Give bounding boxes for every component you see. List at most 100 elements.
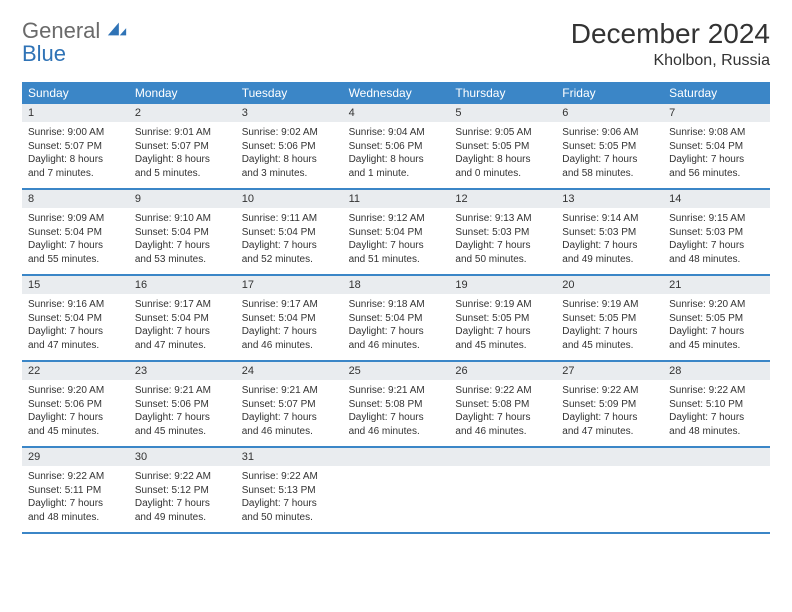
daylight-line2: and 50 minutes. — [242, 511, 337, 525]
sunrise: Sunrise: 9:21 AM — [349, 384, 444, 398]
day-body: Sunrise: 9:06 AMSunset: 5:05 PMDaylight:… — [556, 122, 663, 188]
day-number: 19 — [449, 276, 556, 294]
day-cell: 27Sunrise: 9:22 AMSunset: 5:09 PMDayligh… — [556, 362, 663, 446]
day-number: 3 — [236, 104, 343, 122]
day-cell: 14Sunrise: 9:15 AMSunset: 5:03 PMDayligh… — [663, 190, 770, 274]
day-number: 5 — [449, 104, 556, 122]
sunrise: Sunrise: 9:01 AM — [135, 126, 230, 140]
daylight-line1: Daylight: 8 hours — [135, 153, 230, 167]
daylight-line2: and 45 minutes. — [669, 339, 764, 353]
day-cell: 26Sunrise: 9:22 AMSunset: 5:08 PMDayligh… — [449, 362, 556, 446]
daylight-line1: Daylight: 7 hours — [669, 411, 764, 425]
day-body: Sunrise: 9:15 AMSunset: 5:03 PMDaylight:… — [663, 208, 770, 274]
day-body: Sunrise: 9:19 AMSunset: 5:05 PMDaylight:… — [556, 294, 663, 360]
page-header: General Blue December 2024 Kholbon, Russ… — [22, 18, 770, 70]
sunset: Sunset: 5:12 PM — [135, 484, 230, 498]
day-number: 18 — [343, 276, 450, 294]
day-number: 6 — [556, 104, 663, 122]
dow-fri: Friday — [556, 82, 663, 104]
sunset: Sunset: 5:07 PM — [135, 140, 230, 154]
day-body: Sunrise: 9:21 AMSunset: 5:08 PMDaylight:… — [343, 380, 450, 446]
dow-tue: Tuesday — [236, 82, 343, 104]
daylight-line2: and 47 minutes. — [135, 339, 230, 353]
sunset: Sunset: 5:03 PM — [562, 226, 657, 240]
day-number: 15 — [22, 276, 129, 294]
sunrise: Sunrise: 9:18 AM — [349, 298, 444, 312]
day-body: Sunrise: 9:14 AMSunset: 5:03 PMDaylight:… — [556, 208, 663, 274]
day-cell: 18Sunrise: 9:18 AMSunset: 5:04 PMDayligh… — [343, 276, 450, 360]
week-row: 22Sunrise: 9:20 AMSunset: 5:06 PMDayligh… — [22, 362, 770, 448]
day-body — [449, 466, 556, 514]
day-body: Sunrise: 9:22 AMSunset: 5:13 PMDaylight:… — [236, 466, 343, 532]
daylight-line1: Daylight: 8 hours — [455, 153, 550, 167]
day-cell: 15Sunrise: 9:16 AMSunset: 5:04 PMDayligh… — [22, 276, 129, 360]
sunset: Sunset: 5:10 PM — [669, 398, 764, 412]
day-cell — [449, 448, 556, 532]
dow-mon: Monday — [129, 82, 236, 104]
daylight-line2: and 58 minutes. — [562, 167, 657, 181]
daylight-line1: Daylight: 7 hours — [562, 411, 657, 425]
sunset: Sunset: 5:13 PM — [242, 484, 337, 498]
sunrise: Sunrise: 9:10 AM — [135, 212, 230, 226]
day-cell — [556, 448, 663, 532]
sunrise: Sunrise: 9:21 AM — [242, 384, 337, 398]
day-body: Sunrise: 9:20 AMSunset: 5:06 PMDaylight:… — [22, 380, 129, 446]
daylight-line1: Daylight: 7 hours — [455, 239, 550, 253]
day-number: 26 — [449, 362, 556, 380]
day-number: 2 — [129, 104, 236, 122]
day-body: Sunrise: 9:19 AMSunset: 5:05 PMDaylight:… — [449, 294, 556, 360]
sunrise: Sunrise: 9:19 AM — [562, 298, 657, 312]
day-number: 29 — [22, 448, 129, 466]
sunset: Sunset: 5:06 PM — [135, 398, 230, 412]
day-cell: 22Sunrise: 9:20 AMSunset: 5:06 PMDayligh… — [22, 362, 129, 446]
week-row: 15Sunrise: 9:16 AMSunset: 5:04 PMDayligh… — [22, 276, 770, 362]
daylight-line1: Daylight: 8 hours — [28, 153, 123, 167]
sunrise: Sunrise: 9:12 AM — [349, 212, 444, 226]
sunset: Sunset: 5:05 PM — [669, 312, 764, 326]
day-body: Sunrise: 9:01 AMSunset: 5:07 PMDaylight:… — [129, 122, 236, 188]
day-number: 16 — [129, 276, 236, 294]
day-number: 10 — [236, 190, 343, 208]
sunset: Sunset: 5:06 PM — [28, 398, 123, 412]
daylight-line1: Daylight: 7 hours — [669, 325, 764, 339]
daylight-line2: and 51 minutes. — [349, 253, 444, 267]
daylight-line1: Daylight: 7 hours — [669, 239, 764, 253]
sunrise: Sunrise: 9:00 AM — [28, 126, 123, 140]
day-cell: 2Sunrise: 9:01 AMSunset: 5:07 PMDaylight… — [129, 104, 236, 188]
day-body: Sunrise: 9:10 AMSunset: 5:04 PMDaylight:… — [129, 208, 236, 274]
daylight-line2: and 0 minutes. — [455, 167, 550, 181]
daylight-line2: and 46 minutes. — [349, 339, 444, 353]
sunset: Sunset: 5:11 PM — [28, 484, 123, 498]
sunrise: Sunrise: 9:06 AM — [562, 126, 657, 140]
sunset: Sunset: 5:08 PM — [349, 398, 444, 412]
day-cell: 6Sunrise: 9:06 AMSunset: 5:05 PMDaylight… — [556, 104, 663, 188]
day-body: Sunrise: 9:04 AMSunset: 5:06 PMDaylight:… — [343, 122, 450, 188]
day-body: Sunrise: 9:22 AMSunset: 5:10 PMDaylight:… — [663, 380, 770, 446]
sunset: Sunset: 5:04 PM — [349, 226, 444, 240]
sunset: Sunset: 5:03 PM — [455, 226, 550, 240]
day-number: 7 — [663, 104, 770, 122]
logo-word2: Blue — [22, 41, 66, 66]
sunrise: Sunrise: 9:14 AM — [562, 212, 657, 226]
daylight-line1: Daylight: 7 hours — [455, 411, 550, 425]
day-number: 4 — [343, 104, 450, 122]
day-cell — [663, 448, 770, 532]
dow-row: Sunday Monday Tuesday Wednesday Thursday… — [22, 82, 770, 104]
day-cell: 16Sunrise: 9:17 AMSunset: 5:04 PMDayligh… — [129, 276, 236, 360]
day-number: 20 — [556, 276, 663, 294]
sunset: Sunset: 5:09 PM — [562, 398, 657, 412]
day-cell: 23Sunrise: 9:21 AMSunset: 5:06 PMDayligh… — [129, 362, 236, 446]
day-body: Sunrise: 9:00 AMSunset: 5:07 PMDaylight:… — [22, 122, 129, 188]
week-row: 1Sunrise: 9:00 AMSunset: 5:07 PMDaylight… — [22, 104, 770, 190]
daylight-line1: Daylight: 7 hours — [242, 497, 337, 511]
logo-word1: General — [22, 18, 100, 43]
day-body — [343, 466, 450, 514]
daylight-line1: Daylight: 7 hours — [242, 239, 337, 253]
day-body: Sunrise: 9:22 AMSunset: 5:11 PMDaylight:… — [22, 466, 129, 532]
day-body: Sunrise: 9:21 AMSunset: 5:07 PMDaylight:… — [236, 380, 343, 446]
sunrise: Sunrise: 9:08 AM — [669, 126, 764, 140]
day-body — [663, 466, 770, 514]
day-number: 12 — [449, 190, 556, 208]
daylight-line2: and 45 minutes. — [135, 425, 230, 439]
daylight-line2: and 49 minutes. — [135, 511, 230, 525]
